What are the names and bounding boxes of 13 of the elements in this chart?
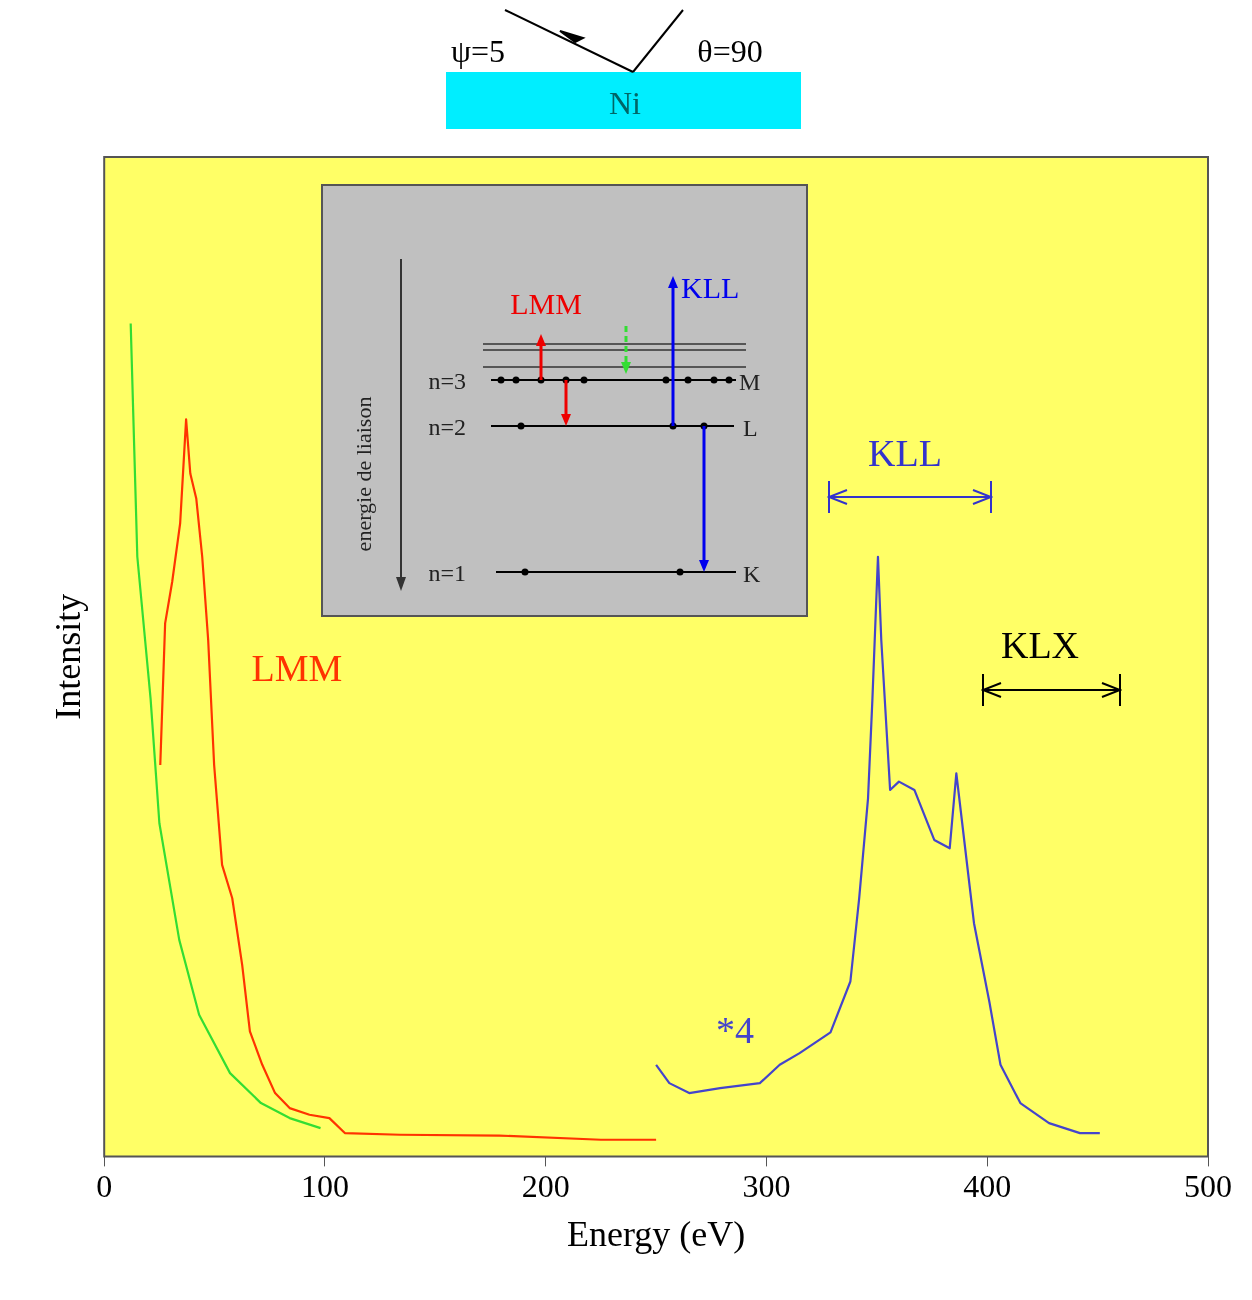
annotation: LMM xyxy=(251,647,343,689)
x-tick-label: 0 xyxy=(96,1168,113,1205)
x-tick-label: 500 xyxy=(1184,1168,1232,1205)
annotation: KLX xyxy=(1000,624,1080,666)
x-tick-label: 300 xyxy=(742,1168,791,1205)
x-tick-label: 400 xyxy=(963,1168,1012,1205)
sample-diagram: ψ=5 θ=90 Ni xyxy=(438,8,808,132)
x-axis-title: Energy (eV) xyxy=(566,1213,746,1254)
x-tick-label: 200 xyxy=(521,1168,570,1205)
annotation: KLL xyxy=(868,432,942,474)
annotation: *4 xyxy=(716,1009,754,1051)
y-axis-title: Intensity xyxy=(48,593,89,720)
x-tick-label: 100 xyxy=(300,1168,349,1205)
